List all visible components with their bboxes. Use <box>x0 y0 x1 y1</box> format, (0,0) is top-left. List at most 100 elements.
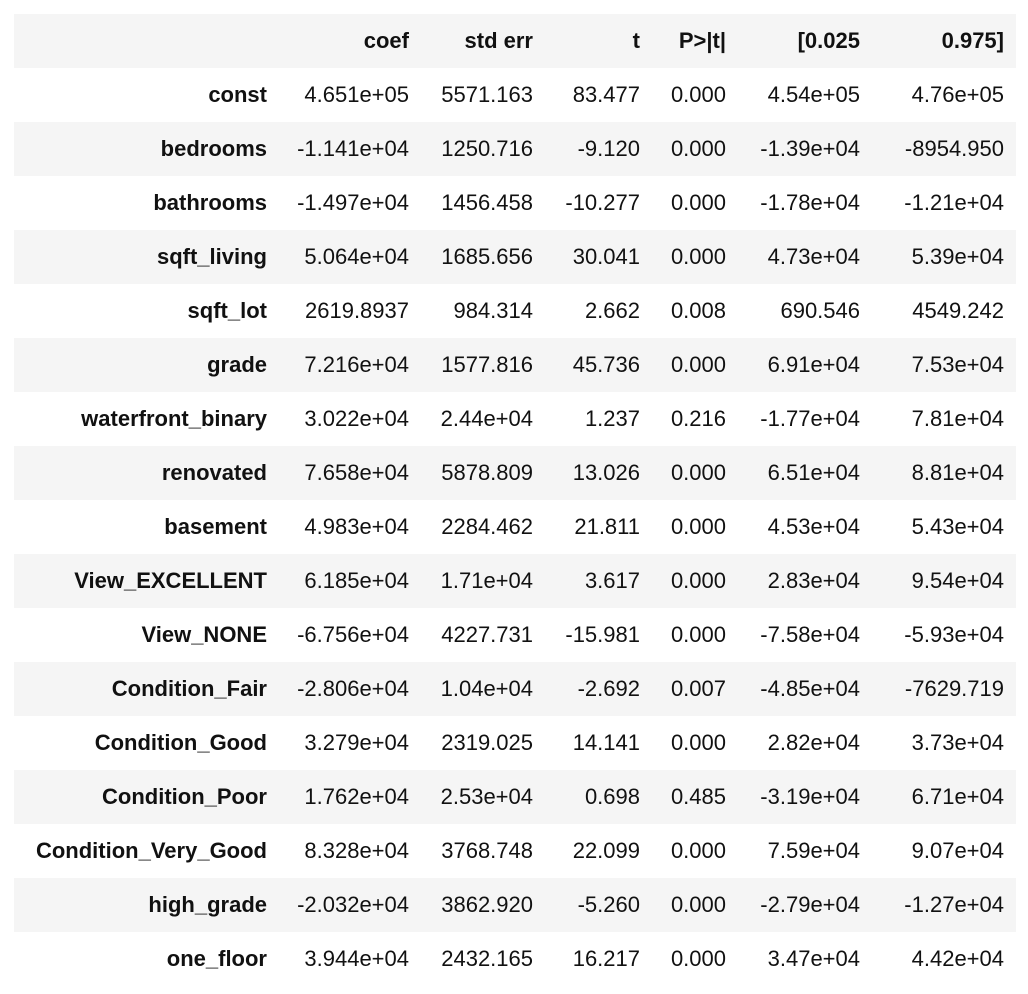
row-label: bathrooms <box>153 190 267 215</box>
table-row: sqft_lot 2619.8937 984.314 2.662 0.008 690.54… <box>14 284 1016 338</box>
table-header-row: coef std err t P>|t| [0.025 0.975] <box>14 14 1016 68</box>
row-label: high_grade <box>148 892 267 917</box>
ci-lower-cell: 4.54e+05 <box>767 82 860 107</box>
std-err-cell: 4227.731 <box>441 622 533 647</box>
table-row: Condition_Fair -2.806e+04 1.04e+04 -2.692 0.… <box>14 662 1016 716</box>
ci-lower-cell: -2.79e+04 <box>760 892 860 917</box>
coef-cell: -2.806e+04 <box>297 676 409 701</box>
table-row: Condition_Very_Good 8.328e+04 3768.748 22.0… <box>14 824 1016 878</box>
ci-upper-cell: -7629.719 <box>904 676 1004 701</box>
ci-lower-cell: 6.91e+04 <box>767 352 860 377</box>
t-cell: 3.617 <box>584 568 640 593</box>
p-value-cell: 0.000 <box>670 190 726 215</box>
row-label: const <box>208 82 267 107</box>
table-row: View_NONE -6.756e+04 4227.731 -15.981 0.000 -… <box>14 608 1016 662</box>
coef-cell: -1.497e+04 <box>297 190 409 215</box>
ci-upper-cell: 8.81e+04 <box>911 460 1004 485</box>
row-label: bedrooms <box>160 136 267 161</box>
ci-upper-cell: 4.42e+04 <box>911 946 1004 971</box>
p-value-cell: 0.000 <box>670 82 726 107</box>
p-value-cell: 0.008 <box>670 298 726 323</box>
table-row: waterfront_binary 3.022e+04 2.44e+04 1.237 0… <box>14 392 1016 446</box>
t-cell: 0.698 <box>584 784 640 809</box>
p-value-cell: 0.000 <box>670 514 726 539</box>
regression-coefficient-table: coef std err t P>|t| [0.025 0.975] const… <box>14 14 1016 986</box>
t-cell: 22.099 <box>572 838 640 863</box>
ci-lower-cell: -7.58e+04 <box>760 622 860 647</box>
coef-cell: 6.185e+04 <box>304 568 409 593</box>
header-t: t <box>632 28 640 53</box>
std-err-cell: 1456.458 <box>441 190 533 215</box>
p-value-cell: 0.000 <box>670 838 726 863</box>
row-label: basement <box>164 514 267 539</box>
coef-cell: 3.944e+04 <box>304 946 409 971</box>
table-row: Condition_Good 3.279e+04 2319.025 14.141 0.0… <box>14 716 1016 770</box>
table-row: high_grade -2.032e+04 3862.920 -5.260 0.000 -… <box>14 878 1016 932</box>
coef-cell: 3.279e+04 <box>304 730 409 755</box>
row-label: View_NONE <box>141 622 267 647</box>
p-value-cell: 0.000 <box>670 136 726 161</box>
ci-upper-cell: 7.81e+04 <box>911 406 1004 431</box>
std-err-cell: 1685.656 <box>441 244 533 269</box>
std-err-cell: 1.04e+04 <box>440 676 533 701</box>
std-err-cell: 5571.163 <box>441 82 533 107</box>
p-value-cell: 0.000 <box>670 568 726 593</box>
coef-cell: 1.762e+04 <box>304 784 409 809</box>
p-value-cell: 0.000 <box>670 946 726 971</box>
p-value-cell: 0.007 <box>670 676 726 701</box>
row-label: Condition_Poor <box>102 784 267 809</box>
std-err-cell: 2319.025 <box>441 730 533 755</box>
ci-lower-cell: 6.51e+04 <box>767 460 860 485</box>
coef-cell: -1.141e+04 <box>297 136 409 161</box>
ci-lower-cell: -4.85e+04 <box>760 676 860 701</box>
row-label: View_EXCELLENT <box>74 568 267 593</box>
t-cell: -9.120 <box>577 136 640 161</box>
coef-cell: 5.064e+04 <box>304 244 409 269</box>
ci-upper-cell: -1.21e+04 <box>904 190 1004 215</box>
p-value-cell: 0.000 <box>670 622 726 647</box>
ci-upper-cell: -1.27e+04 <box>904 892 1004 917</box>
ci-upper-cell: -8954.950 <box>904 136 1004 161</box>
ci-lower-cell: -1.39e+04 <box>760 136 860 161</box>
t-cell: 14.141 <box>572 730 640 755</box>
header-coef: coef <box>363 28 409 53</box>
row-label: one_floor <box>166 946 267 971</box>
t-cell: -10.277 <box>565 190 640 215</box>
t-cell: 83.477 <box>572 82 640 107</box>
std-err-cell: 2.44e+04 <box>440 406 533 431</box>
ci-lower-cell: 690.546 <box>780 298 860 323</box>
t-cell: -15.981 <box>565 622 640 647</box>
std-err-cell: 1.71e+04 <box>440 568 533 593</box>
row-label: sqft_lot <box>187 298 267 323</box>
ci-upper-cell: 9.07e+04 <box>911 838 1004 863</box>
header-ci-lower: [0.025 <box>797 28 860 53</box>
coef-cell: 7.216e+04 <box>304 352 409 377</box>
ci-lower-cell: -1.77e+04 <box>760 406 860 431</box>
std-err-cell: 984.314 <box>453 298 533 323</box>
ci-upper-cell: 3.73e+04 <box>911 730 1004 755</box>
row-label: sqft_living <box>156 244 267 269</box>
header-std-err: std err <box>464 28 533 53</box>
ci-lower-cell: -3.19e+04 <box>760 784 860 809</box>
coef-cell: 4.651e+05 <box>304 82 409 107</box>
table-row: Condition_Poor 1.762e+04 2.53e+04 0.698 0.48… <box>14 770 1016 824</box>
row-label: grade <box>207 352 267 377</box>
p-value-cell: 0.000 <box>670 892 726 917</box>
std-err-cell: 2.53e+04 <box>440 784 533 809</box>
ci-lower-cell: 3.47e+04 <box>767 946 860 971</box>
table-row: View_EXCELLENT 6.185e+04 1.71e+04 3.617 0.00… <box>14 554 1016 608</box>
coef-cell: 3.022e+04 <box>304 406 409 431</box>
table-body: const 4.651e+05 5571.163 83.477 0.000 4.54e+0… <box>14 68 1016 986</box>
ci-upper-cell: -5.93e+04 <box>904 622 1004 647</box>
ci-upper-cell: 4.76e+05 <box>911 82 1004 107</box>
t-cell: 21.811 <box>574 514 640 539</box>
coef-cell: -2.032e+04 <box>297 892 409 917</box>
coef-cell: -6.756e+04 <box>297 622 409 647</box>
p-value-cell: 0.000 <box>670 352 726 377</box>
table-row: one_floor 3.944e+04 2432.165 16.217 0.000 3.4… <box>14 932 1016 986</box>
std-err-cell: 2432.165 <box>441 946 533 971</box>
std-err-cell: 1577.816 <box>441 352 533 377</box>
ci-lower-cell: 2.82e+04 <box>767 730 860 755</box>
regression-results-container: coef std err t P>|t| [0.025 0.975] const… <box>14 14 1016 986</box>
header-corner <box>14 14 279 68</box>
